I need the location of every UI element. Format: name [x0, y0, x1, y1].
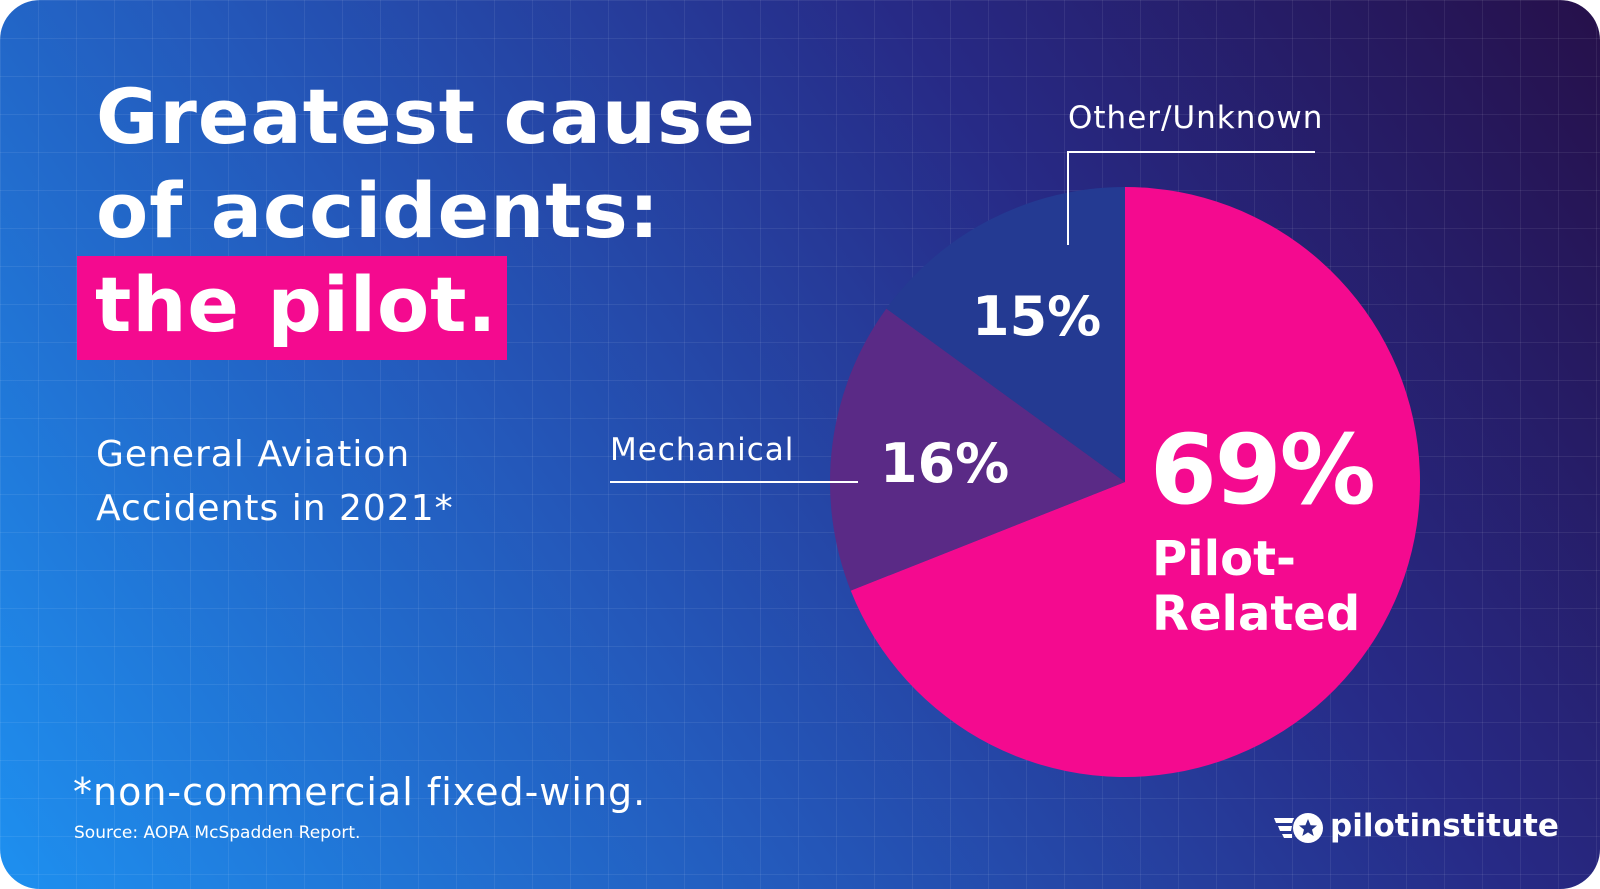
star-wings-icon — [1274, 813, 1323, 843]
title-line-1: Greatest cause — [96, 72, 756, 161]
pie-slice-pilot-related — [850, 187, 1421, 777]
title-highlight: the pilot. — [95, 260, 498, 349]
mechanical-label: Mechanical — [610, 432, 794, 468]
pie-slices — [830, 187, 1421, 777]
pilot-related-value: 69% — [1150, 414, 1374, 526]
title-highlight-box: the pilot. — [77, 256, 507, 360]
subtitle: General Aviation Accidents in 2021* — [96, 428, 454, 536]
brand-name: pilotinstitute — [1330, 808, 1559, 844]
other-unknown-label: Other/Unknown — [1068, 100, 1323, 136]
subtitle-line-1: General Aviation — [96, 434, 411, 475]
other-unknown-value: 15% — [972, 285, 1101, 348]
footnote: *non-commercial fixed-wing. — [73, 770, 647, 814]
subtitle-line-2: Accidents in 2021* — [96, 488, 454, 529]
mechanical-value: 16% — [880, 432, 1009, 495]
title-line-2: of accidents: — [96, 166, 661, 255]
pie-slice-other-unknown — [886, 187, 1125, 482]
source-note: Source: AOPA McSpadden Report. — [74, 823, 361, 843]
page-title: Greatest cause of accidents: — [96, 70, 756, 258]
pie-slice-mechanical — [830, 308, 1125, 591]
pilot-related-label-line-1: Pilot- — [1152, 531, 1296, 587]
other-unknown-leader-line — [1067, 151, 1315, 245]
pilot-related-label-line-2: Related — [1152, 586, 1360, 642]
